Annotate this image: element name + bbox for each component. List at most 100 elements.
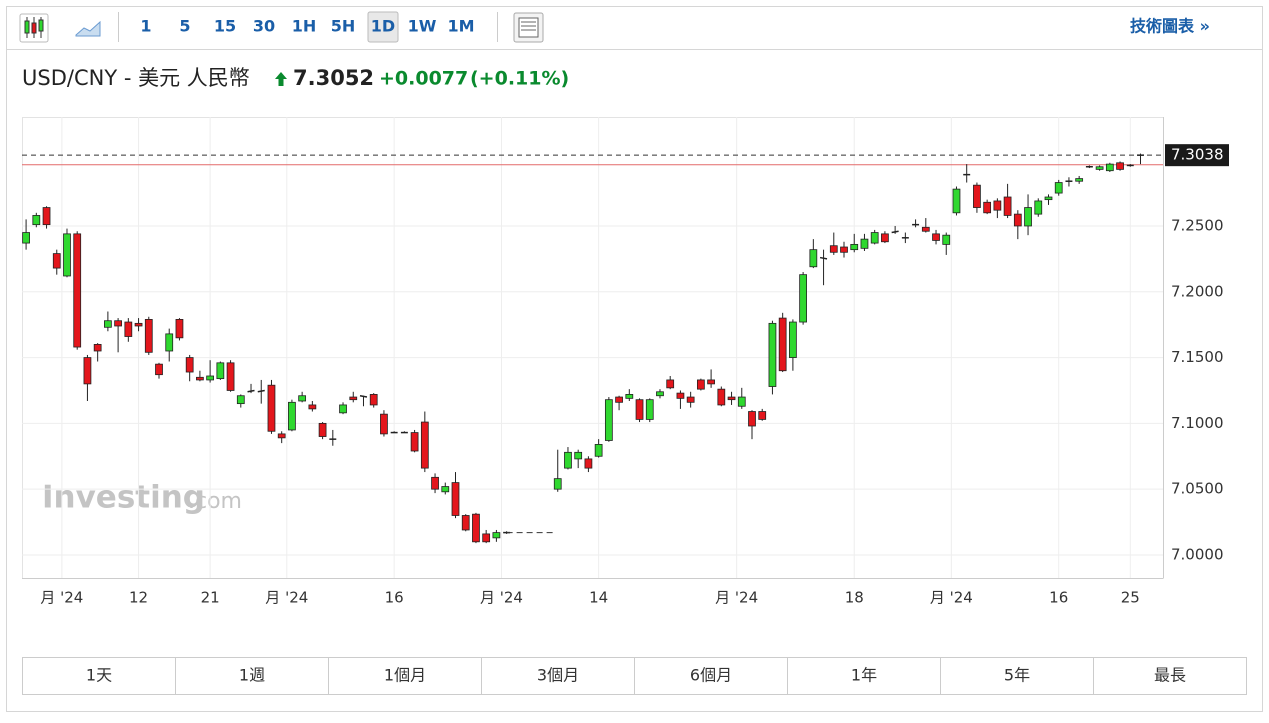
- layout-icon[interactable]: [513, 12, 544, 43]
- candle-body: [707, 379, 715, 385]
- candle-body: [63, 233, 71, 277]
- candle-body: [441, 486, 450, 493]
- candle-body: [288, 401, 296, 431]
- candle-body: [196, 376, 204, 381]
- candle-body: [696, 379, 705, 390]
- x-tick-label: 月 '24: [480, 589, 523, 607]
- range-button[interactable]: 3個月: [537, 666, 579, 685]
- candle-body: [840, 246, 848, 253]
- candle-body: [134, 322, 143, 327]
- y-tick-label: 7.0000: [1171, 545, 1224, 563]
- candle-body: [226, 362, 235, 391]
- candle-body: [1034, 200, 1043, 215]
- interval-button[interactable]: 5H: [331, 17, 356, 36]
- interval-button[interactable]: 1M: [447, 17, 474, 36]
- watermark: Investing .com: [42, 480, 242, 516]
- watermark-suffix: .com: [188, 489, 242, 514]
- candle-body: [645, 399, 654, 420]
- candle-body: [349, 396, 358, 401]
- interval-button[interactable]: 1: [140, 17, 151, 36]
- candle-body: [52, 253, 61, 269]
- x-tick-label: 21: [201, 589, 220, 607]
- candle-body: [737, 396, 746, 407]
- candle-body: [952, 188, 961, 214]
- candle-body: [83, 357, 92, 385]
- candle-body: [144, 319, 153, 353]
- candle-body: [32, 215, 41, 226]
- candle-body: [1044, 196, 1053, 201]
- candle-body: [676, 392, 685, 399]
- candle-body: [993, 200, 1002, 211]
- candle-body: [870, 232, 879, 244]
- range-button[interactable]: 1個月: [384, 666, 426, 685]
- candle-body: [318, 422, 327, 437]
- candle-body: [768, 322, 777, 387]
- candle-body: [748, 411, 756, 427]
- candle-body: [656, 391, 664, 397]
- last-price-label: 7.3038: [1171, 146, 1224, 164]
- candle-body: [1003, 196, 1012, 216]
- interval-button[interactable]: 30: [253, 17, 275, 36]
- range-button[interactable]: 5年: [1004, 666, 1030, 685]
- candle-body: [717, 388, 726, 406]
- y-tick-label: 7.1500: [1171, 348, 1224, 366]
- y-tick-label: 7.2500: [1171, 216, 1224, 234]
- candle-body: [553, 478, 562, 490]
- candle-body: [799, 274, 807, 323]
- candle-body: [165, 333, 174, 352]
- range-button[interactable]: 1天: [86, 666, 112, 685]
- y-tick-label: 7.2000: [1171, 282, 1224, 300]
- interval-button[interactable]: 5: [179, 17, 190, 36]
- candle-body: [625, 394, 634, 399]
- candle-body: [42, 207, 51, 226]
- candle-icon[interactable]: [19, 13, 49, 43]
- interval-button[interactable]: 1H: [292, 17, 317, 36]
- candle-body: [973, 184, 981, 208]
- candle-body: [727, 396, 736, 401]
- tech-chart-link[interactable]: 技術圖表 »: [1130, 17, 1210, 36]
- candle-body: [380, 413, 388, 435]
- candle-body: [564, 451, 572, 469]
- candle-body: [216, 362, 225, 380]
- candle-body: [850, 243, 859, 251]
- candle-body: [778, 317, 787, 372]
- x-tick-label: 12: [129, 589, 148, 607]
- x-tick-label: 14: [589, 589, 608, 607]
- card: [6, 6, 1263, 712]
- instrument-title: USD/CNY - 美元 人民幣: [22, 66, 250, 90]
- area-icon[interactable]: [75, 20, 101, 37]
- candle-body: [155, 363, 163, 376]
- candle-body: [472, 513, 480, 543]
- range-button[interactable]: 6個月: [690, 666, 732, 685]
- up-arrow: [275, 72, 287, 86]
- candle-body: [420, 421, 429, 469]
- interval-selected: [367, 11, 399, 43]
- candle-body: [615, 396, 623, 403]
- candle-body: [175, 319, 184, 339]
- candle-body: [1105, 163, 1114, 172]
- range-button[interactable]: 最長: [1154, 666, 1186, 685]
- range-button[interactable]: 1週: [239, 666, 265, 685]
- candle-body: [666, 379, 675, 389]
- candle-body: [921, 226, 930, 232]
- interval-button[interactable]: 1W: [408, 17, 437, 36]
- candle-body: [1095, 166, 1104, 170]
- candle-body: [277, 433, 286, 439]
- candle-body: [942, 234, 951, 245]
- candle-body: [1075, 178, 1084, 182]
- x-tick-label: 16: [1049, 589, 1068, 607]
- x-tick-label: 25: [1121, 589, 1140, 607]
- candle-body: [308, 404, 317, 410]
- range-button[interactable]: 1年: [851, 666, 877, 685]
- x-tick-label: 月 '24: [265, 589, 308, 607]
- candle-body: [1013, 213, 1022, 227]
- candle-body: [104, 320, 112, 328]
- candle-body: [1054, 182, 1063, 194]
- candle-body: [267, 384, 276, 432]
- change: +0.0077: [379, 68, 468, 90]
- candle-body: [860, 238, 869, 249]
- interval-button[interactable]: 15: [214, 17, 236, 36]
- candle-body: [124, 321, 133, 337]
- interval-button[interactable]: 1D: [371, 17, 395, 36]
- candle-body: [410, 432, 419, 452]
